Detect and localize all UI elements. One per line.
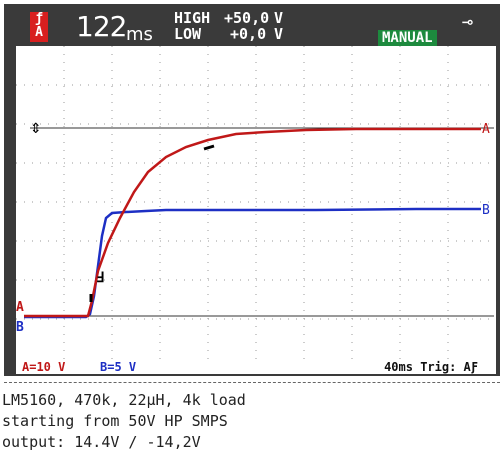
level-cursor-icon[interactable]: ⇕ xyxy=(30,121,42,137)
caption: LM5160, 470k, 22µH, 4k load starting from… xyxy=(2,390,246,453)
low-unit: V xyxy=(274,25,284,43)
low-label: LOW xyxy=(174,25,202,43)
curve-marker xyxy=(203,144,215,151)
waveform-screen: ⇕ A B A B Ⅎ xyxy=(16,46,496,360)
high-label: HIGH xyxy=(174,9,211,27)
caption-line-2: starting from 50V HP SMPS xyxy=(2,412,228,430)
timebase-unit: ms xyxy=(126,24,153,45)
status-bar: ƒ A 122 ms HIGH +50,0 V LOW +0,0 V MANUA… xyxy=(4,4,500,46)
channel-b-scale[interactable]: B=5 V xyxy=(100,360,137,374)
channel-a-scale[interactable]: A=10 V xyxy=(22,360,66,374)
divider xyxy=(4,382,500,383)
high-value: +50,0 xyxy=(224,9,270,27)
timebase-trigger-readout[interactable]: 40ms Trig: AƑ xyxy=(384,360,478,374)
caption-line-1: LM5160, 470k, 22µH, 4k load xyxy=(2,391,246,409)
scope-footer: A=10 V B=5 V 40ms Trig: AƑ xyxy=(16,360,496,374)
manual-mode-badge[interactable]: MANUAL xyxy=(378,30,437,46)
channel-b-left-marker[interactable]: B xyxy=(16,320,24,335)
power-plug-icon: ⊸ xyxy=(462,12,473,33)
channel-a-left-marker[interactable]: A xyxy=(16,300,24,315)
caption-line-3: output: 14.4V / -14,2V xyxy=(2,433,201,451)
high-unit: V xyxy=(274,9,284,27)
channel-a-trace xyxy=(24,127,481,318)
timebase-value: 122 xyxy=(76,10,127,43)
oscilloscope-display: ƒ A 122 ms HIGH +50,0 V LOW +0,0 V MANUA… xyxy=(4,4,500,376)
waveform-svg: ⇕ xyxy=(16,46,496,360)
trigger-point-marker[interactable]: Ⅎ xyxy=(96,270,105,286)
trigger-badge[interactable]: ƒ A xyxy=(30,12,48,42)
channel-b-right-marker[interactable]: B xyxy=(482,203,490,218)
channel-a-right-marker[interactable]: A xyxy=(482,122,490,137)
low-value: +0,0 xyxy=(230,25,267,43)
